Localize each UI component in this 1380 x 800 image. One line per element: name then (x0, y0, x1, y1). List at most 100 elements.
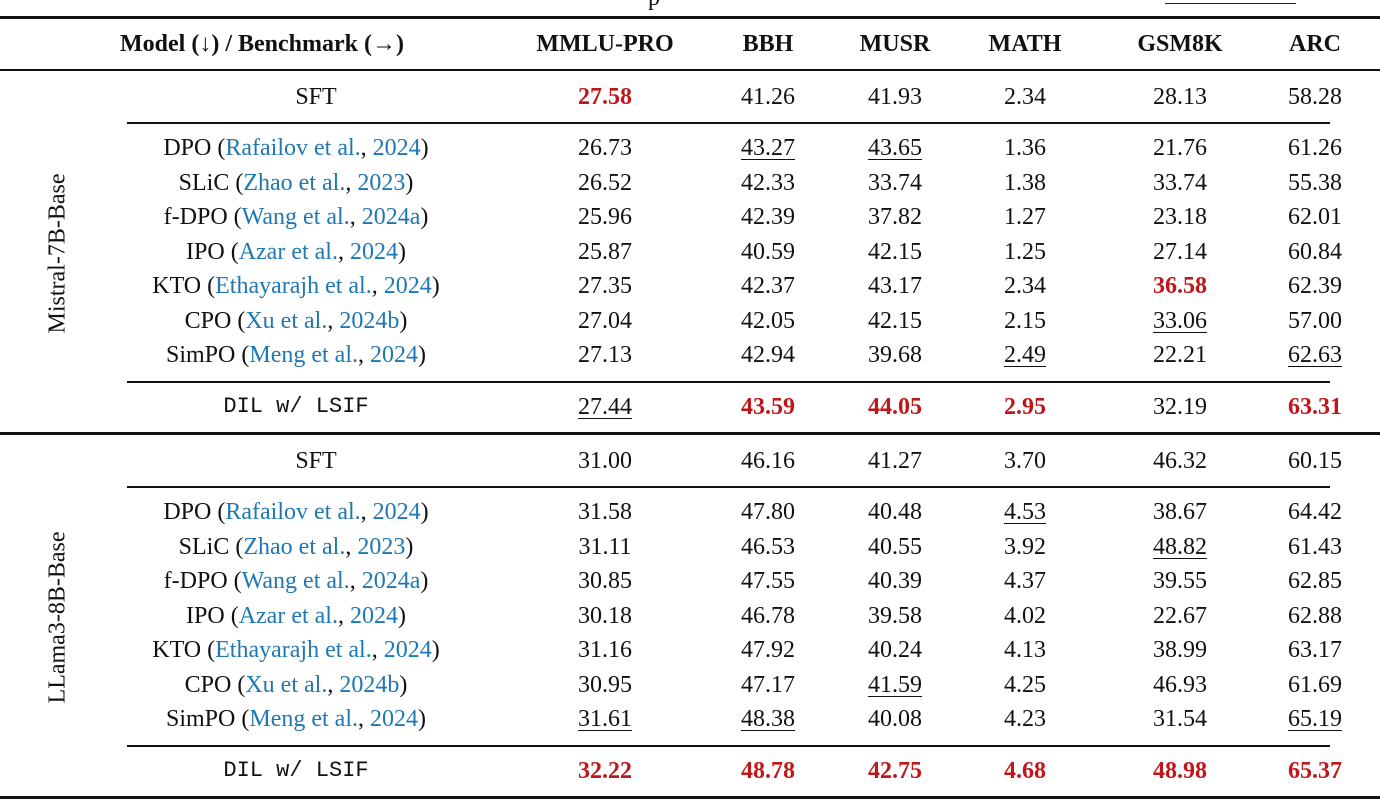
caption-tail-glyph: p (648, 0, 660, 10)
method-cell: SimPO (Meng et al., 2024) (96, 705, 496, 733)
score-cell: 31.58 (578, 499, 632, 525)
method-cell: SimPO (Meng et al., 2024) (96, 341, 496, 369)
method-name: IPO (186, 602, 225, 629)
score-cell: 33.06 (1153, 307, 1207, 334)
paren-close: ) (405, 533, 414, 560)
citation-year-link[interactable]: 2024 (383, 637, 432, 663)
score-cell: 2.49 (1004, 342, 1046, 368)
method-name: KTO (152, 637, 202, 663)
score-cell: 42.33 (741, 169, 795, 196)
citation-author-link[interactable]: Xu et al. (245, 671, 328, 698)
method-name: IPO (186, 238, 225, 265)
citation-author-link[interactable]: Rafailov et al. (225, 499, 361, 525)
score-cell: 40.08 (868, 706, 922, 732)
citation-year-link[interactable]: 2024b (339, 671, 400, 698)
paren-close: ) (420, 568, 429, 594)
citation-author-link[interactable]: Rafailov et al. (225, 135, 361, 161)
method-cell: DPO (Rafailov et al., 2024) (96, 498, 496, 526)
citation-author-link[interactable]: Meng et al. (249, 342, 358, 368)
citation-year-link[interactable]: 2024 (349, 238, 398, 265)
score-cell: 31.54 (1153, 706, 1207, 732)
score-cell: 27.13 (578, 342, 632, 368)
score-cell: 44.05 (868, 394, 922, 420)
method-name: DPO (163, 499, 212, 525)
paren-open: ( (231, 307, 246, 334)
citation-author-link[interactable]: Azar et al. (238, 602, 338, 629)
paren-open: ( (211, 499, 226, 525)
paren-open: ( (235, 706, 250, 732)
paren-open: ( (211, 135, 226, 161)
score-cell: 47.17 (741, 671, 795, 698)
score-cell: 31.00 (578, 448, 632, 474)
score-cell: 60.15 (1288, 448, 1342, 474)
paren-close: ) (431, 273, 440, 299)
citation-author-link[interactable]: Wang et al. (241, 204, 350, 230)
score-cell: 31.11 (578, 533, 632, 560)
ours-separator-rule (127, 381, 1330, 383)
citation-year-link[interactable]: 2024a (361, 204, 421, 230)
score-cell: 62.39 (1288, 273, 1342, 299)
score-cell: 63.31 (1288, 394, 1342, 420)
paren-close: ) (418, 342, 426, 368)
citation-author-link[interactable]: Xu et al. (245, 307, 328, 334)
score-cell: 27.04 (578, 307, 632, 334)
score-cell: 43.27 (741, 135, 795, 161)
score-cell: 48.78 (741, 758, 795, 784)
score-cell: 64.42 (1288, 499, 1342, 525)
method-name-ours: DIL w/ LSIF (223, 394, 369, 419)
citation-comma: , (358, 342, 370, 368)
benchmark-header-bbh: BBH (742, 31, 794, 57)
method-cell: DPO (Rafailov et al., 2024) (96, 134, 496, 162)
benchmark-header-arc: ARC (1289, 31, 1341, 57)
citation-year-link[interactable]: 2024 (372, 135, 421, 161)
method-cell: KTO (Ethayarajh et al., 2024) (96, 636, 496, 664)
score-cell: 25.96 (578, 204, 632, 230)
citation-year-link[interactable]: 2024a (361, 568, 421, 594)
citation-author-link[interactable]: Ethayarajh et al. (215, 273, 372, 299)
citation-year-link[interactable]: 2023 (357, 533, 406, 560)
citation-comma: , (349, 204, 362, 230)
score-cell: 62.88 (1288, 602, 1342, 629)
score-cell: 62.63 (1288, 342, 1342, 368)
score-cell: 33.74 (1153, 169, 1207, 196)
score-cell: 1.36 (1004, 135, 1046, 161)
group-divider-rule (0, 432, 1380, 435)
citation-comma: , (360, 135, 373, 161)
citation-author-link[interactable]: Zhao et al. (243, 169, 346, 196)
score-cell: 48.82 (1153, 533, 1207, 560)
score-cell: 41.59 (868, 671, 922, 698)
score-cell: 48.98 (1153, 758, 1207, 784)
citation-comma: , (337, 602, 350, 629)
citation-year-link[interactable]: 2024 (370, 342, 418, 368)
method-cell: KTO (Ethayarajh et al., 2024) (96, 272, 496, 300)
method-name: SimPO (165, 706, 236, 732)
score-cell: 2.34 (1004, 273, 1046, 299)
score-cell: 30.85 (578, 568, 632, 594)
citation-author-link[interactable]: Wang et al. (241, 568, 350, 594)
citation-year-link[interactable]: 2024 (383, 273, 432, 299)
ours-separator-rule (127, 745, 1330, 747)
citation-author-link[interactable]: Zhao et al. (243, 533, 346, 560)
score-cell: 39.58 (868, 602, 922, 629)
score-cell: 40.59 (741, 238, 795, 265)
citation-comma: , (358, 706, 370, 732)
score-cell: 61.43 (1288, 533, 1342, 560)
score-cell: 55.38 (1288, 169, 1342, 196)
citation-author-link[interactable]: Meng et al. (249, 706, 358, 732)
score-cell: 46.78 (741, 602, 795, 629)
citation-author-link[interactable]: Azar et al. (238, 238, 338, 265)
citation-year-link[interactable]: 2024 (372, 499, 421, 525)
benchmark-header-math: MATH (988, 31, 1062, 57)
score-cell: 42.39 (741, 204, 795, 230)
citation-year-link[interactable]: 2024 (370, 706, 418, 732)
score-cell: 27.14 (1153, 238, 1207, 265)
score-cell: 27.35 (578, 273, 632, 299)
citation-year-link[interactable]: 2024b (339, 307, 400, 334)
paren-close: ) (399, 671, 408, 698)
paren-close: ) (397, 602, 406, 629)
paren-close: ) (420, 499, 429, 525)
citation-year-link[interactable]: 2023 (357, 169, 406, 196)
score-cell: 43.65 (868, 135, 922, 161)
citation-author-link[interactable]: Ethayarajh et al. (215, 637, 372, 663)
citation-year-link[interactable]: 2024 (349, 602, 398, 629)
